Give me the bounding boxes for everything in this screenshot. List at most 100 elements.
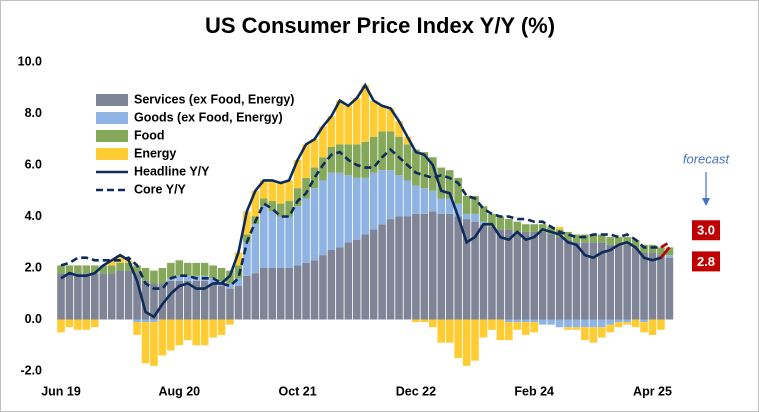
bar-segment: [420, 188, 429, 214]
bar-segment: [369, 229, 378, 320]
bar-segment: [395, 175, 403, 217]
y-tick-label: 4.0: [25, 209, 42, 223]
bar-segment: [606, 244, 615, 320]
bar-segment: [657, 255, 665, 320]
bar-segment: [598, 319, 606, 328]
bar-segment: [445, 198, 454, 214]
bar-segment: [429, 157, 437, 191]
bar-segment: [564, 327, 572, 330]
bar-segment: [175, 260, 184, 276]
bar-segment: [606, 319, 615, 325]
bar-segment: [631, 247, 640, 320]
bar-segment: [251, 190, 260, 217]
bar-segment: [361, 234, 369, 320]
bar-segment: [276, 203, 285, 217]
value-label-box: [692, 251, 720, 272]
bar-segment: [251, 273, 260, 320]
bar-segment: [209, 278, 217, 284]
bar-segment: [268, 211, 277, 268]
legend-label: Core Y/Y: [134, 182, 187, 196]
bar-segment: [462, 219, 471, 320]
bar-segment: [260, 180, 268, 199]
bar-segment: [150, 322, 158, 366]
y-tick-label: 0.0: [25, 312, 42, 326]
bar-segment: [260, 206, 268, 268]
bar-segment: [386, 219, 395, 320]
bar-segment: [175, 280, 184, 320]
bar-segment: [462, 319, 471, 366]
bar-segment: [412, 319, 420, 323]
bar-segment: [268, 201, 277, 212]
bar-segment: [538, 231, 547, 320]
bar-segment: [614, 322, 623, 328]
bar-segment: [420, 213, 429, 320]
bar-segment: [403, 216, 412, 320]
bar-segment: [91, 319, 99, 328]
bar-segment: [226, 288, 234, 320]
bar-segment: [420, 152, 429, 189]
bar-segment: [352, 144, 361, 178]
bar-segment: [598, 242, 606, 320]
bar-segment: [555, 226, 564, 230]
bar-segment: [521, 224, 530, 232]
bar-segment: [319, 157, 327, 181]
bar-segment: [107, 265, 116, 274]
bar-segment: [665, 257, 674, 320]
bar-segment: [555, 319, 564, 328]
bar-segment: [234, 252, 243, 266]
bar-segment: [116, 270, 124, 320]
bar-segment: [336, 172, 344, 248]
bar-segment: [488, 319, 496, 330]
bar-segment: [437, 198, 446, 214]
bar-segment: [234, 265, 243, 279]
bar-segment: [243, 211, 251, 235]
y-tick-label: 10.0: [18, 54, 42, 68]
bar-segment: [319, 255, 327, 320]
legend-swatch: [96, 148, 128, 160]
bar-segment: [251, 224, 260, 274]
legend-label: Services (ex Food, Energy): [134, 92, 294, 106]
bar-segment: [513, 231, 522, 320]
bar-segment: [285, 201, 293, 217]
bar-segment: [395, 121, 403, 137]
bar-segment: [183, 275, 192, 281]
bar-segment: [479, 224, 488, 320]
bar-segment: [310, 139, 319, 168]
bar-segment: [598, 327, 606, 338]
bar-segment: [268, 268, 277, 320]
bar-segment: [445, 319, 454, 343]
bar-segment: [57, 265, 65, 274]
bar-segment: [395, 216, 403, 320]
bar-segment: [454, 177, 462, 204]
bar-segment: [243, 242, 251, 276]
bar-segment: [158, 283, 167, 320]
bar-segment: [302, 198, 310, 263]
x-tick-label: Feb 24: [514, 384, 554, 398]
bar-segment: [352, 177, 361, 240]
bar-segment: [91, 265, 99, 274]
bar-segment: [141, 268, 150, 281]
bar-segment: [496, 216, 505, 230]
bar-segment: [581, 319, 589, 328]
bar-segment: [158, 319, 167, 356]
bar-segment: [327, 116, 336, 147]
bar-segment: [260, 268, 268, 320]
bar-segment: [581, 242, 589, 320]
bar-segment: [623, 322, 631, 325]
bar-segment: [429, 190, 437, 212]
bar-segment: [361, 85, 369, 142]
x-tick-label: Oct 21: [278, 384, 316, 398]
bar-segment: [209, 265, 217, 279]
bar-segment: [589, 319, 598, 328]
legend-label: Goods (ex Food, Energy): [134, 110, 283, 124]
bar-segment: [488, 226, 496, 320]
bar-segment: [183, 262, 192, 276]
bar-segment: [648, 252, 657, 320]
bar-segment: [386, 170, 395, 220]
bar-segment: [369, 100, 378, 137]
bar-segment: [175, 319, 184, 346]
value-label: 3.0: [697, 223, 715, 238]
bar-segment: [547, 234, 555, 320]
bar-segment: [403, 136, 412, 145]
bar-segment: [640, 319, 648, 323]
